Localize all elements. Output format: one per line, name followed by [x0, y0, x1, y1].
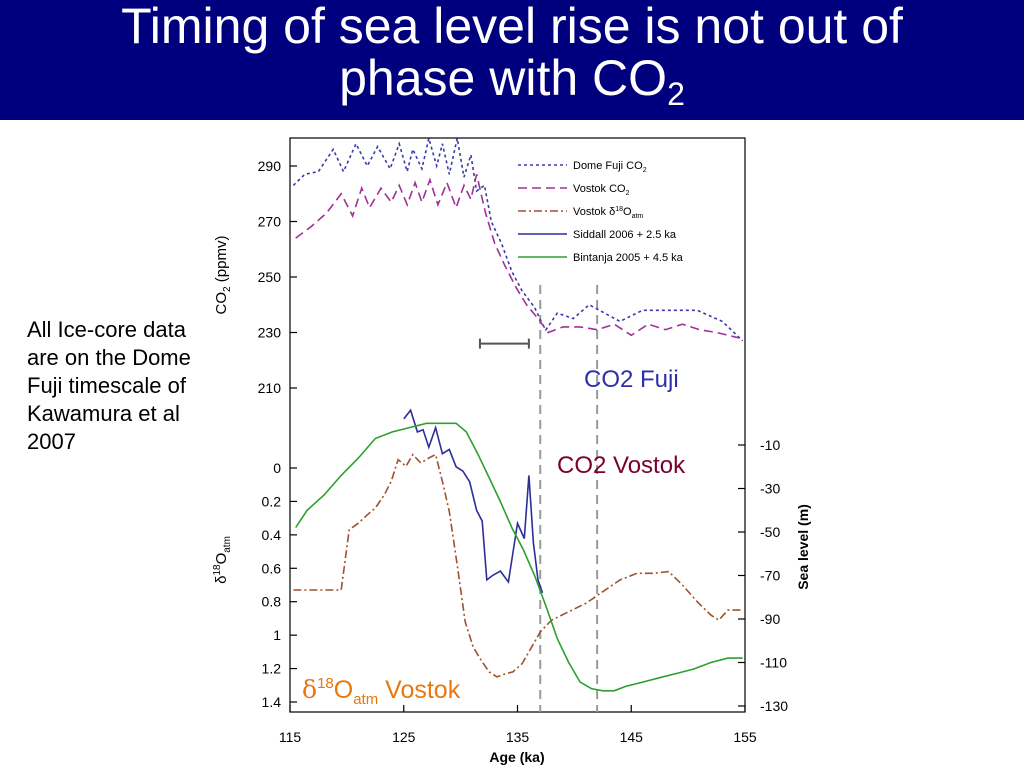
legend-label-vostok_d18o: Vostok δ18Oatm — [573, 206, 643, 220]
annotation-d18o-rest: Vostok — [378, 676, 460, 704]
legend-label-text-1: Vostok CO — [573, 183, 626, 195]
d18o-tick-label-6: 1.2 — [262, 661, 282, 677]
annotation-d18o-o: O — [334, 676, 353, 704]
co2-axis-label: CO2 (ppmv) — [213, 236, 233, 315]
legend-label-dome_fuji: Dome Fuji CO2 — [573, 160, 647, 174]
annotation-d18o-sup: 18 — [317, 675, 334, 692]
legend-label-text-2: Vostok δ — [573, 206, 615, 218]
sea-level-axis-label: Sea level (m) — [795, 504, 811, 590]
series-line-dome_fuji — [292, 138, 744, 342]
co2-tick-label-3: 230 — [258, 325, 282, 341]
co2-axis-label-text: CO — [213, 292, 230, 315]
slide-title: Timing of sea level rise is not out of p… — [0, 0, 1024, 120]
sea-level-tick-label-2: -50 — [760, 524, 780, 540]
legend-label-siddall: Siddall 2006 + 2.5 ka — [573, 229, 677, 241]
sea-level-tick-label-5: -110 — [760, 655, 787, 671]
d18o-axis-label-sup: 18 — [212, 564, 223, 576]
series-line-bintanja — [295, 422, 743, 692]
legend-label-text-0: Dome Fuji CO — [573, 160, 643, 172]
sea-level-tick-label-1: -30 — [760, 481, 780, 497]
d18o-tick-label-0: 0 — [273, 460, 281, 476]
timescale-note: All Ice-core data are on the Dome Fuji t… — [27, 317, 191, 454]
co2-tick-label-2: 250 — [258, 269, 282, 285]
sea-level-tick-label-4: -90 — [760, 611, 780, 627]
x-tick-label-4: 155 — [733, 729, 757, 745]
legend-label-vostok_co2: Vostok CO2 — [573, 183, 630, 197]
d18o-tick-label-3: 0.6 — [262, 560, 282, 576]
annotation-co2-fuji: CO2 Fuji — [584, 366, 679, 393]
x-tick-label-1: 125 — [392, 729, 416, 745]
legend-label-bintanja: Bintanja 2005 + 4.5 ka — [573, 252, 684, 264]
co2-tick-label-4: 210 — [258, 380, 282, 396]
co2-axis-label-sub: 2 — [222, 286, 233, 292]
co2-axis-label-rest: (ppmv) — [213, 236, 230, 287]
title-subscript: 2 — [667, 76, 685, 112]
annotation-co2-vostok: CO2 Vostok — [557, 452, 686, 479]
annotation-d18o-vostok: δ18Oatm Vostok — [302, 675, 461, 708]
d18o-axis-label-delta: δ — [213, 576, 230, 584]
legend-label-text2-2: O — [623, 206, 632, 218]
d18o-axis-label-o: O — [213, 553, 230, 565]
series-line-vostok_co2 — [295, 174, 740, 339]
series-line-vostok_d18o — [293, 453, 743, 678]
x-axis-label: Age (ka) — [489, 749, 544, 765]
sea-level-tick-label-3: -70 — [760, 568, 780, 584]
x-tick-label-3: 145 — [620, 729, 644, 745]
title-line-2: phase with CO2 — [0, 52, 1024, 120]
sea-level-tick-label-0: -10 — [760, 437, 780, 453]
sea-level-tick-label-6: -130 — [760, 698, 788, 714]
d18o-tick-label-4: 0.8 — [262, 594, 282, 610]
annotation-d18o-sub: atm — [353, 691, 378, 708]
legend-label-sub-2: atm — [632, 213, 644, 220]
co2-tick-label-0: 290 — [258, 158, 282, 174]
title-line-1: Timing of sea level rise is not out of — [121, 0, 903, 54]
d18o-axis-label-sub: atm — [222, 536, 233, 553]
annotation-d18o-delta: δ — [302, 675, 317, 704]
legend-label-sup-2: 18 — [615, 206, 623, 213]
x-tick-label-0: 115 — [279, 729, 302, 745]
title-line-2-text: phase with CO — [339, 50, 668, 106]
plot-frame — [289, 137, 746, 713]
series-line-siddall — [403, 408, 544, 594]
d18o-tick-label-7: 1.4 — [262, 694, 282, 710]
d18o-tick-label-2: 0.4 — [262, 527, 282, 543]
d18o-tick-label-5: 1 — [273, 627, 281, 643]
co2-tick-label-1: 270 — [258, 214, 282, 230]
x-tick-label-2: 135 — [506, 729, 530, 745]
legend-label-text-3: Siddall 2006 + 2.5 ka — [573, 229, 677, 241]
d18o-axis-label: δ18Oatm — [212, 536, 233, 584]
legend-label-text-4: Bintanja 2005 + 4.5 ka — [573, 252, 684, 264]
legend-label-sub-0: 2 — [643, 167, 647, 174]
d18o-tick-label-1: 0.2 — [262, 493, 282, 509]
legend-label-sub-1: 2 — [626, 190, 630, 197]
